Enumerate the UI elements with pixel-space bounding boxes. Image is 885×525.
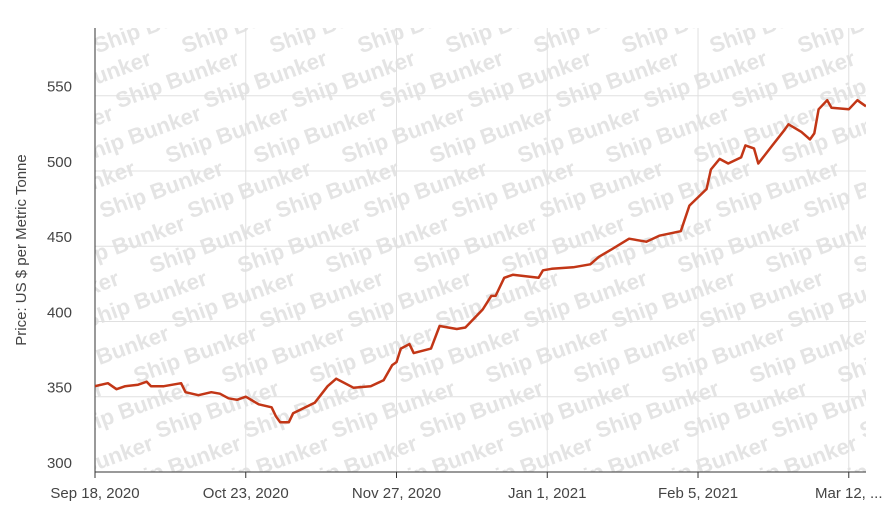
- watermark: Ship Bunker: [772, 0, 885, 3]
- x-tick-label: Mar 12, ...: [815, 485, 883, 502]
- watermark: Ship Bunker: [0, 0, 111, 3]
- watermark: Ship Bunker: [156, 0, 287, 3]
- x-tick-label: Sep 18, 2020: [50, 485, 139, 502]
- watermark: Ship Bunker: [596, 0, 727, 3]
- y-tick-label: 550: [47, 79, 72, 96]
- y-tick-label: 500: [47, 154, 72, 171]
- y-tick-label: 450: [47, 229, 72, 246]
- x-tick-label: Oct 23, 2020: [203, 485, 289, 502]
- x-tick-label: Jan 1, 2021: [508, 485, 586, 502]
- watermark: Ship Bunker: [244, 0, 375, 3]
- y-tick-label: 300: [47, 455, 72, 472]
- watermark: Ship Bunker: [684, 0, 815, 3]
- y-axis-label: Price: US $ per Metric Tonne: [13, 154, 30, 345]
- y-tick-label: 400: [47, 304, 72, 321]
- watermark: Ship Bunker: [872, 265, 885, 333]
- x-tick-label: Nov 27, 2020: [352, 485, 441, 502]
- watermark: Ship Bunker: [866, 100, 885, 168]
- x-tick-label: Feb 5, 2021: [658, 485, 738, 502]
- price-line: [95, 98, 866, 424]
- watermark: Ship Bunker: [508, 0, 639, 3]
- watermark: Ship Bunker: [332, 0, 463, 3]
- watermark: Ship Bunker: [860, 0, 885, 3]
- watermark: Ship Bunker: [68, 0, 199, 3]
- y-tick-label: 350: [47, 380, 72, 397]
- watermark: Ship Bunker: [420, 0, 551, 3]
